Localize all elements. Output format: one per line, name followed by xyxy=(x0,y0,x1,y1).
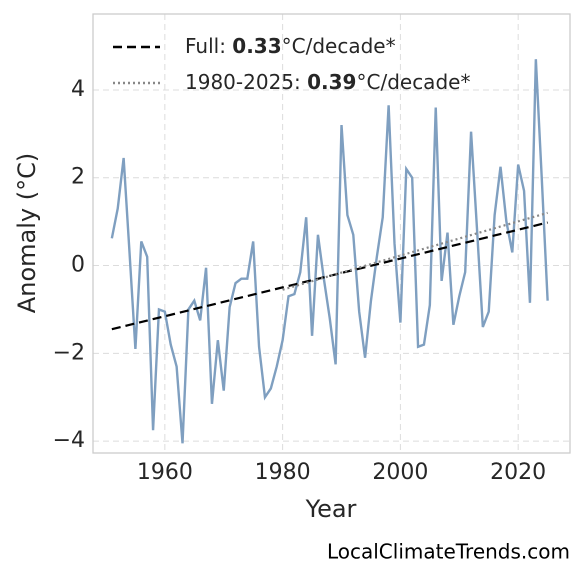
y-tick-label: 0 xyxy=(71,253,85,278)
credit: LocalClimateTrends.com xyxy=(327,540,570,564)
y-tick-label: −4 xyxy=(53,428,85,453)
x-tick-label: 2000 xyxy=(372,460,428,485)
legend-text: °C/decade* xyxy=(282,34,396,58)
series-line xyxy=(111,221,548,331)
legend-text: Full: xyxy=(185,34,226,58)
y-tick-label: 2 xyxy=(71,165,85,190)
legend-text: °C/decade* xyxy=(356,70,470,94)
plot-frame xyxy=(92,13,571,454)
x-tick-label: 1960 xyxy=(137,460,193,485)
series-line xyxy=(282,211,548,291)
legend-text: 0.33 xyxy=(232,34,281,58)
x-axis-label: Year xyxy=(305,495,357,523)
legend-label: Full: 0.33°C/decade* xyxy=(185,34,396,58)
y-axis-label: Anomaly (°C) xyxy=(13,153,41,313)
y-tick-label: 4 xyxy=(71,77,85,102)
x-tick-label: 2020 xyxy=(490,460,546,485)
legend-text: 0.39 xyxy=(307,70,356,94)
legend-text: 1980-2025: xyxy=(185,70,301,94)
series-line xyxy=(110,59,549,444)
x-tick-label: 1980 xyxy=(255,460,311,485)
legend-label: 1980-2025: 0.39°C/decade* xyxy=(185,70,470,94)
y-tick-label: −2 xyxy=(53,340,85,365)
